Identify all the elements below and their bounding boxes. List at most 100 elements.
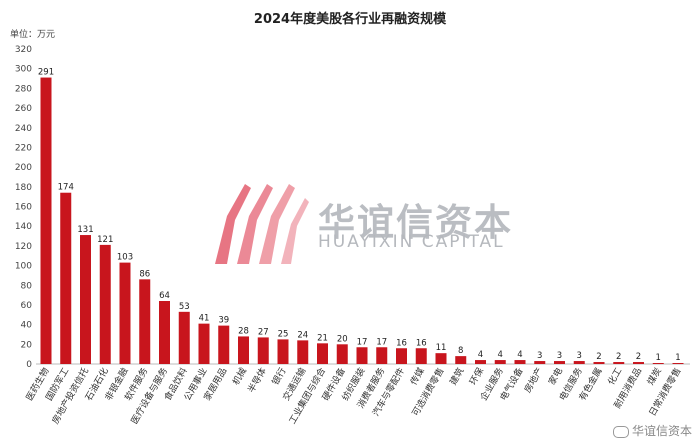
bar	[60, 192, 72, 364]
data-label: 4	[498, 350, 503, 360]
data-label: 2	[616, 352, 621, 362]
bar	[435, 353, 447, 364]
corner-watermark-text: 华谊信资本	[631, 424, 692, 438]
data-label: 17	[357, 337, 368, 347]
data-label: 24	[297, 330, 308, 340]
bar	[593, 362, 605, 364]
y-tick-label: 260	[15, 104, 32, 114]
x-tick-label: 半导体	[245, 366, 269, 395]
data-label: 103	[117, 253, 133, 263]
y-tick-label: 100	[15, 262, 32, 272]
data-label: 25	[278, 329, 289, 339]
bar	[297, 340, 309, 364]
data-label: 28	[238, 326, 249, 336]
x-tick-label: 传媒	[407, 366, 426, 388]
bar	[652, 363, 664, 364]
y-tick-label: 160	[15, 203, 32, 213]
data-label: 121	[97, 235, 113, 245]
y-tick-label: 60	[21, 301, 33, 311]
unit-label: 单位：万元	[10, 28, 55, 40]
bar	[277, 339, 289, 364]
data-label: 1	[675, 353, 680, 363]
bar	[40, 77, 52, 364]
bar	[672, 363, 684, 364]
bar	[613, 362, 625, 364]
x-tick-label: 化工	[605, 366, 624, 388]
y-tick-label: 180	[15, 183, 32, 193]
bar	[218, 325, 230, 364]
y-tick-label: 140	[15, 222, 32, 232]
data-label: 1	[656, 353, 661, 363]
data-label: 27	[258, 327, 269, 337]
data-label: 131	[77, 225, 93, 235]
x-tick-label: 环保	[467, 366, 486, 388]
data-label: 11	[436, 343, 447, 353]
data-label: 4	[478, 350, 483, 360]
x-tick-label: 建筑	[447, 366, 466, 388]
x-tick-label: 银行	[269, 366, 288, 388]
data-label: 53	[179, 302, 190, 312]
y-tick-label: 320	[15, 45, 32, 55]
bar	[356, 347, 368, 364]
x-tick-label: 家电	[546, 366, 565, 388]
bar	[376, 347, 388, 364]
y-tick-label: 40	[21, 321, 33, 331]
x-tick-label: 机械	[230, 366, 249, 388]
bar	[238, 336, 249, 364]
data-label: 17	[376, 337, 387, 347]
y-tick-label: 0	[26, 360, 32, 370]
y-tick-label: 200	[15, 163, 32, 173]
data-label: 20	[337, 334, 348, 344]
bar	[119, 262, 131, 364]
y-tick-label: 300	[15, 65, 32, 75]
bar	[198, 323, 210, 364]
watermark-subtext: HUAYIXIN CAPITAL	[318, 232, 505, 252]
bar	[336, 344, 348, 364]
y-tick-label: 120	[15, 242, 32, 252]
bar	[573, 361, 585, 364]
bar	[554, 361, 565, 364]
data-label: 2	[636, 352, 641, 362]
bar	[99, 244, 111, 364]
data-label: 8	[458, 346, 463, 356]
huayixin-logo-icon	[215, 184, 309, 264]
x-tick-label: 煤炭	[644, 366, 663, 388]
bar	[396, 348, 407, 364]
bar	[633, 362, 644, 364]
data-label: 16	[416, 338, 427, 348]
data-label: 174	[58, 183, 74, 193]
bar	[415, 348, 427, 364]
data-label: 86	[139, 269, 150, 279]
y-tick-label: 280	[15, 84, 32, 94]
y-tick-label: 20	[21, 340, 33, 350]
data-label: 16	[396, 338, 407, 348]
data-label: 21	[317, 333, 328, 343]
data-label: 291	[38, 68, 54, 78]
data-label: 2	[596, 352, 601, 362]
x-axis-labels: 医药生物国防军工房地产投资信托石油石化非银金融软件服务医疗设备与服务食品饮料公用…	[23, 366, 683, 427]
bar	[317, 343, 328, 364]
bar	[494, 360, 506, 364]
data-label: 3	[577, 351, 582, 361]
watermark-text: 华谊信资本	[318, 201, 513, 244]
y-tick-label: 240	[15, 124, 32, 134]
bar	[534, 361, 546, 364]
data-label: 39	[218, 316, 229, 326]
data-label: 4	[517, 350, 522, 360]
bar	[80, 235, 91, 364]
y-tick-label: 80	[21, 281, 33, 291]
bar	[475, 360, 486, 364]
x-tick-label: 房地产	[521, 366, 545, 395]
data-label: 41	[199, 314, 210, 324]
corner-watermark: 华谊信资本	[612, 422, 692, 439]
wechat-icon	[612, 425, 629, 438]
data-label: 64	[159, 291, 170, 301]
bar	[514, 360, 526, 364]
data-label: 3	[537, 351, 542, 361]
data-label: 3	[557, 351, 562, 361]
bar	[257, 337, 269, 364]
bar	[139, 279, 151, 364]
bar	[178, 311, 190, 364]
